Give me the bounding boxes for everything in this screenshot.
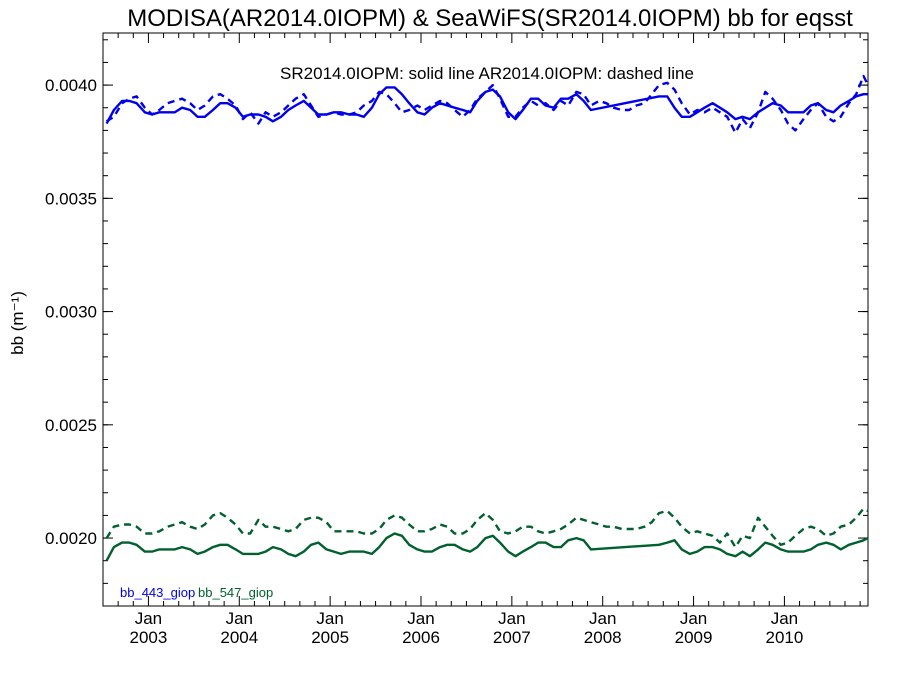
x-tick-label-month: Jan [680,609,707,628]
x-tick-label-month: Jan [226,609,253,628]
x-tick-label-year: 2004 [220,628,258,647]
series-bb-547-giop-solid [105,532,869,562]
y-tick-label: 0.0030 [45,303,97,322]
x-tick-label-year: 2003 [130,628,168,647]
x-tick-label-month: Jan [316,609,343,628]
chart-subtitle: SR2014.0IOPM: solid line AR2014.0IOPM: d… [280,64,694,83]
legend-label-bb-547: bb_547_giop [198,585,273,600]
chart-title: MODISA(AR2014.0IOPM) & SeaWiFS(SR2014.0I… [127,5,853,32]
series-bb-443-giop-solid [105,86,868,125]
axis-ticks [102,33,868,607]
x-tick-label-year: 2010 [765,628,803,647]
y-tick-label: 0.0035 [45,189,97,208]
series-bb-443-giop-dashed [105,74,870,134]
x-tick-label-month: Jan [771,609,798,628]
x-tick-label-year: 2007 [493,628,531,647]
legend-label-bb-443: bb_443_giop [120,585,195,600]
y-tick-label: 0.0025 [45,416,97,435]
x-tick-label-month: Jan [498,609,525,628]
y-tick-label: 0.0040 [45,76,97,95]
y-axis-label: bb (m⁻¹) [8,291,27,355]
x-tick-label-year: 2005 [311,628,349,647]
x-tick-label-month: Jan [407,609,434,628]
plot-frame [102,32,869,607]
x-tick-label-year: 2009 [675,628,713,647]
series-bb-547-giop-dashed [105,507,869,549]
y-tick-label: 0.0020 [45,529,97,548]
x-tick-label-month: Jan [135,609,162,628]
x-tick-label-year: 2008 [584,628,622,647]
x-tick-label-year: 2006 [402,628,440,647]
axis-tick-labels: 0.00200.00250.00300.00350.0040Jan2003Jan… [45,76,803,647]
x-tick-label-month: Jan [589,609,616,628]
series-layer [105,74,870,562]
